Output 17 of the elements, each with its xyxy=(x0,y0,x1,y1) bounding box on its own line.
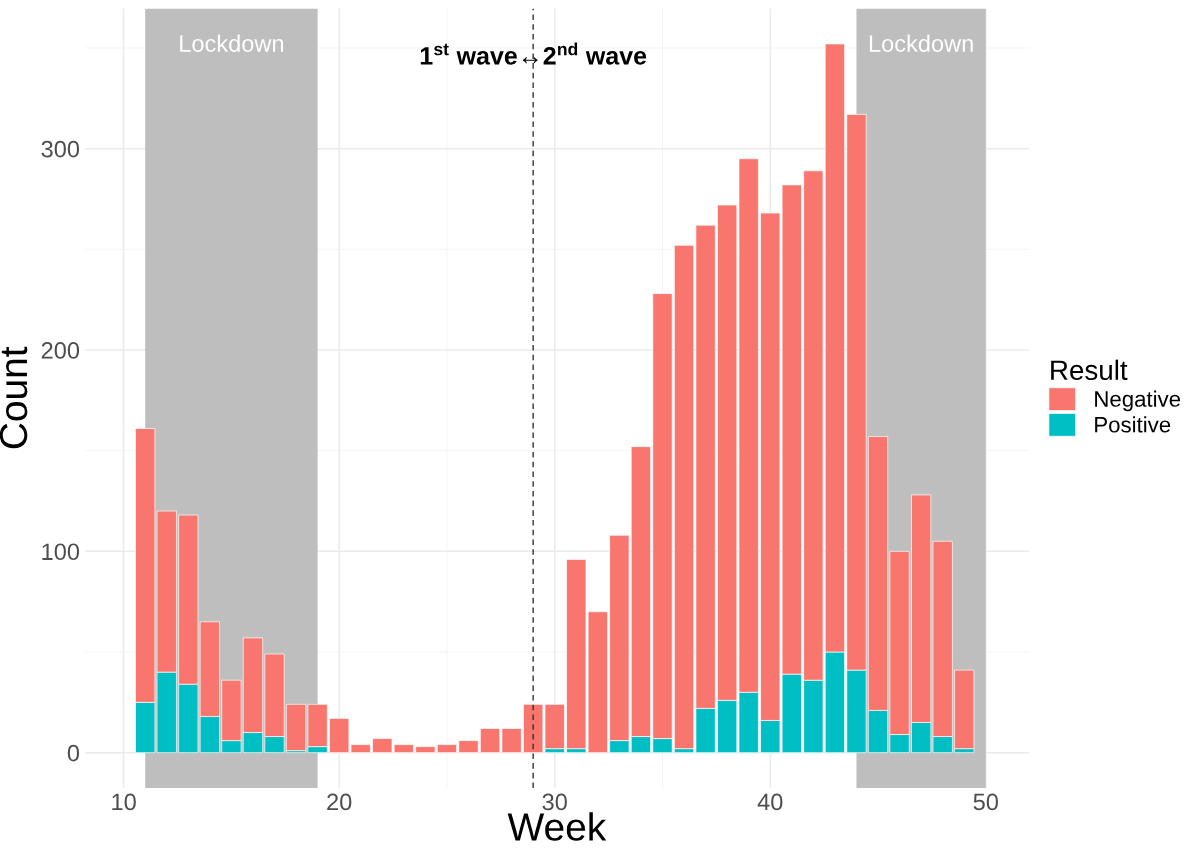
x-tick-label: 50 xyxy=(973,793,998,811)
x-tick-label: 40 xyxy=(757,793,783,811)
legend-title: Result xyxy=(1051,359,1128,381)
y-tick-label: 200 xyxy=(41,342,80,359)
y-tick-label: 300 xyxy=(41,140,80,158)
legend-label: Positive xyxy=(1095,416,1171,433)
x-tick-label: 30 xyxy=(542,793,567,811)
x-tick-label: 20 xyxy=(327,793,352,811)
annotation: 1$^{st}$ wave↔2$^{nd}$ wave xyxy=(420,42,647,65)
x-tick-label: 10 xyxy=(112,793,136,811)
x-axis-title: Week xyxy=(507,812,607,841)
y-axis-title: Count xyxy=(0,346,28,449)
legend-label: Negative xyxy=(1095,390,1181,412)
y-tick-label: 100 xyxy=(42,543,80,561)
band-label: Lockdown xyxy=(869,34,973,52)
band-label: Lockdown xyxy=(180,34,284,52)
y-tick-label: 0 xyxy=(67,744,80,762)
